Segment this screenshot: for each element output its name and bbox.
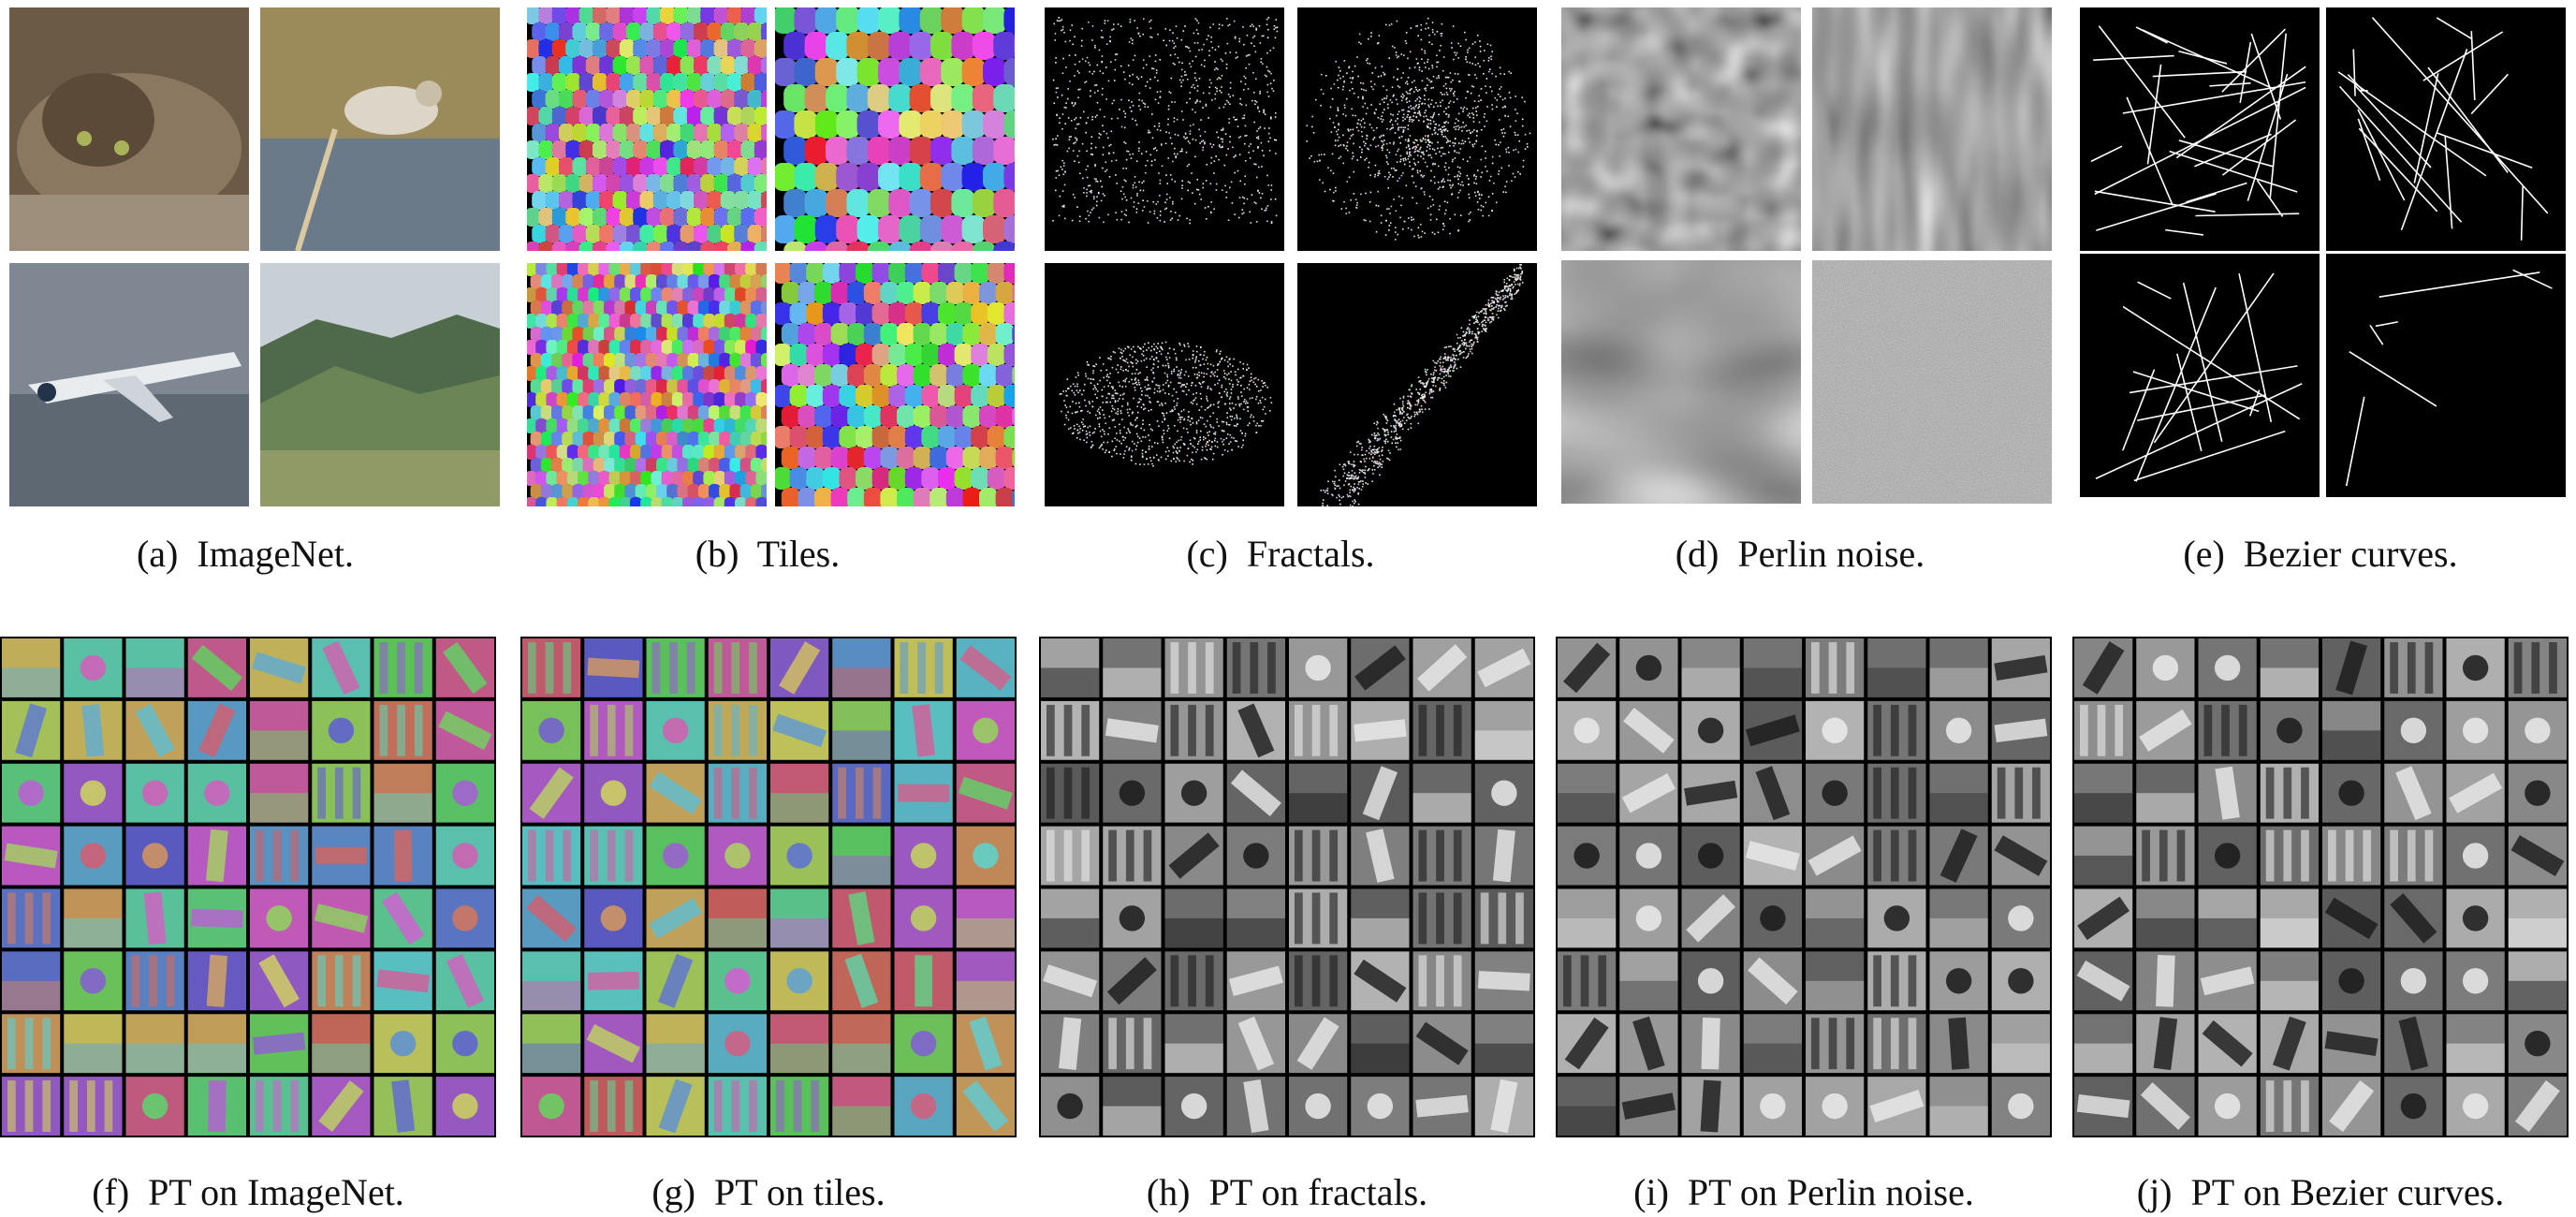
fractal-spiral-image [1297,7,1537,251]
caption-pt-tiles: (g) PT on tiles. [506,1170,1031,1214]
perlin-image-3 [1561,260,1801,504]
caption-pt-imagenet: (f) PT on ImageNet. [0,1170,510,1214]
imagenet-bird-image [260,7,500,251]
caption-label: (f) [92,1171,130,1213]
tiles-samples [527,7,1015,508]
caption-pt-bezier: (j) PT on Bezier curves. [2058,1170,2576,1214]
caption-label: (d) [1675,533,1720,575]
caption-label: (h) [1146,1171,1191,1213]
caption-pt-fractals: (h) PT on fractals. [1025,1170,1549,1214]
caption-title: PT on tiles. [714,1171,886,1213]
bezier-image-2 [2326,7,2566,251]
imagenet-mountain-image [260,263,500,506]
caption-title: Perlin noise. [1737,533,1925,575]
caption-label: (e) [2183,533,2225,575]
bezier-image-4 [2326,254,2566,497]
caption-label: (a) [136,533,179,575]
imagenet-cat-image [9,7,249,251]
bezier-image-1 [2080,7,2320,251]
caption-title: PT on Perlin noise. [1687,1171,1974,1213]
perlin-image-1 [1561,7,1801,251]
filters-pt-bezier [2072,637,2569,1137]
caption-imagenet: (a) ImageNet. [0,532,505,576]
fractal-blocks-image [1045,7,1284,251]
filters-pt-perlin [1556,637,2052,1137]
bezier-image-3 [2080,254,2320,497]
caption-label: (i) [1633,1171,1669,1213]
caption-title: ImageNet. [197,533,355,575]
tiles-image-1 [527,7,767,251]
caption-label: (j) [2136,1171,2173,1213]
imagenet-airplane-image [9,263,249,506]
caption-title: Fractals. [1246,533,1375,575]
caption-pt-perlin: (i) PT on Perlin noise. [1542,1170,2066,1214]
bezier-samples [2080,7,2567,508]
tiles-image-3 [527,263,767,506]
perlin-image-2 [1812,7,2052,251]
perlin-image-4 [1812,260,2052,504]
fractal-fern-image [1297,263,1537,506]
caption-perlin: (d) Perlin noise. [1541,532,2059,576]
caption-fractals: (c) Fractals. [1021,532,1540,576]
fractal-cloud-image [1045,263,1284,506]
filters-pt-imagenet [0,637,496,1137]
caption-label: (g) [651,1171,695,1213]
caption-tiles: (b) Tiles. [508,532,1027,576]
caption-title: Tiles. [756,533,841,575]
caption-title: PT on fractals. [1208,1171,1428,1213]
perlin-samples [1561,7,2052,508]
caption-title: PT on ImageNet. [148,1171,404,1213]
tiles-image-2 [775,7,1015,251]
caption-label: (b) [695,533,739,575]
filters-pt-fractals [1039,637,1535,1137]
caption-title: Bezier curves. [2243,533,2458,575]
fractals-samples [1045,7,1537,508]
imagenet-samples [9,7,500,508]
caption-title: PT on Bezier curves. [2190,1171,2505,1213]
filters-pt-tiles [520,637,1017,1137]
tiles-image-4 [775,263,1015,506]
caption-label: (c) [1186,533,1228,575]
caption-bezier: (e) Bezier curves. [2061,532,2576,576]
